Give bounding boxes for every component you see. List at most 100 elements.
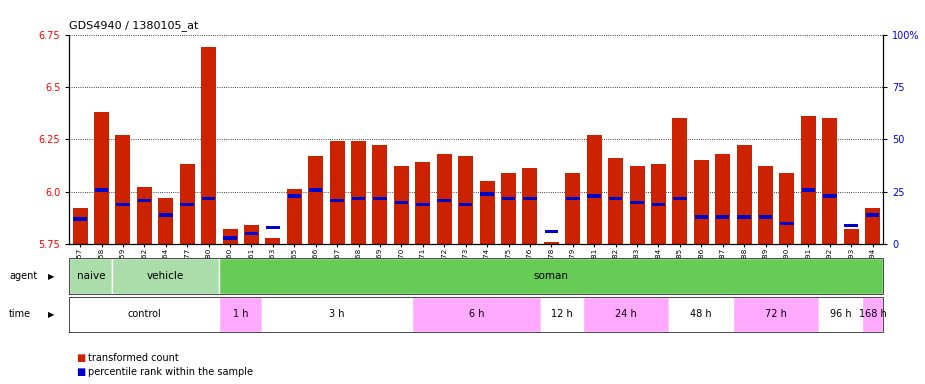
Bar bbox=[223, 229, 238, 244]
Bar bbox=[394, 166, 409, 244]
Bar bbox=[823, 194, 836, 198]
Text: ▶: ▶ bbox=[48, 310, 55, 319]
Bar bbox=[138, 199, 151, 202]
Bar bbox=[758, 166, 773, 244]
Bar bbox=[245, 232, 258, 235]
Bar bbox=[780, 222, 794, 225]
Text: ■: ■ bbox=[76, 367, 85, 377]
Bar bbox=[352, 197, 365, 200]
Bar bbox=[545, 230, 558, 233]
Bar bbox=[780, 173, 795, 244]
Bar bbox=[117, 203, 130, 206]
Bar bbox=[630, 166, 645, 244]
Text: GDS4940 / 1380105_at: GDS4940 / 1380105_at bbox=[69, 20, 199, 31]
Bar bbox=[524, 197, 536, 200]
Bar bbox=[262, 297, 413, 332]
Text: 96 h: 96 h bbox=[830, 310, 851, 319]
Bar bbox=[266, 226, 279, 229]
Bar bbox=[72, 208, 88, 244]
Bar bbox=[480, 192, 494, 196]
Bar bbox=[112, 258, 219, 294]
Bar bbox=[416, 203, 429, 206]
Bar bbox=[179, 164, 194, 244]
Bar bbox=[415, 162, 430, 244]
Bar bbox=[715, 154, 730, 244]
Bar bbox=[584, 297, 669, 332]
Bar bbox=[540, 297, 584, 332]
Bar bbox=[244, 225, 259, 244]
Bar bbox=[158, 198, 173, 244]
Bar bbox=[180, 203, 194, 206]
Text: 168 h: 168 h bbox=[858, 310, 886, 319]
Text: naive: naive bbox=[77, 271, 105, 281]
Bar bbox=[695, 215, 708, 219]
Bar bbox=[820, 297, 862, 332]
Bar bbox=[308, 156, 323, 244]
Bar bbox=[630, 201, 644, 204]
Bar bbox=[673, 197, 686, 200]
Bar bbox=[866, 213, 880, 217]
Bar bbox=[652, 203, 665, 206]
Bar bbox=[219, 258, 883, 294]
Bar bbox=[802, 188, 815, 192]
Bar bbox=[801, 116, 816, 244]
Text: 24 h: 24 h bbox=[615, 310, 637, 319]
Bar bbox=[309, 188, 323, 192]
Bar bbox=[287, 189, 302, 244]
Bar bbox=[822, 118, 837, 244]
Text: time: time bbox=[9, 310, 31, 319]
Bar bbox=[329, 141, 345, 244]
Text: 12 h: 12 h bbox=[551, 310, 573, 319]
Text: ■: ■ bbox=[76, 353, 85, 363]
Bar bbox=[413, 297, 540, 332]
Bar bbox=[458, 156, 474, 244]
Bar bbox=[523, 169, 537, 244]
Bar bbox=[459, 203, 473, 206]
Bar bbox=[844, 229, 858, 244]
Bar bbox=[438, 199, 451, 202]
Bar bbox=[116, 135, 130, 244]
Bar bbox=[865, 208, 881, 244]
Bar bbox=[544, 242, 559, 244]
Bar bbox=[479, 181, 495, 244]
Bar bbox=[734, 297, 820, 332]
Bar bbox=[69, 297, 219, 332]
Bar bbox=[223, 236, 237, 240]
Bar bbox=[566, 197, 580, 200]
Text: transformed count: transformed count bbox=[88, 353, 179, 363]
Bar bbox=[94, 188, 108, 192]
Text: 48 h: 48 h bbox=[690, 310, 712, 319]
Bar bbox=[608, 158, 623, 244]
Text: soman: soman bbox=[534, 271, 569, 281]
Bar bbox=[672, 118, 687, 244]
Bar bbox=[501, 173, 516, 244]
Bar bbox=[202, 197, 216, 200]
Text: control: control bbox=[128, 310, 161, 319]
Bar bbox=[395, 201, 408, 204]
Bar bbox=[330, 199, 344, 202]
Bar bbox=[73, 217, 87, 221]
Text: 72 h: 72 h bbox=[765, 310, 787, 319]
Text: percentile rank within the sample: percentile rank within the sample bbox=[88, 367, 253, 377]
Bar bbox=[94, 112, 109, 244]
Bar bbox=[219, 297, 262, 332]
Bar bbox=[373, 197, 387, 200]
Bar bbox=[758, 215, 772, 219]
Bar bbox=[69, 258, 112, 294]
Text: agent: agent bbox=[9, 271, 38, 281]
Bar bbox=[288, 194, 301, 198]
Bar bbox=[159, 213, 173, 217]
Bar bbox=[437, 154, 451, 244]
Text: ▶: ▶ bbox=[48, 271, 55, 281]
Bar bbox=[736, 146, 752, 244]
Bar bbox=[586, 135, 601, 244]
Bar bbox=[565, 173, 580, 244]
Bar bbox=[669, 297, 734, 332]
Bar bbox=[737, 215, 751, 219]
Bar bbox=[265, 238, 280, 244]
Bar bbox=[716, 215, 730, 219]
Bar bbox=[352, 141, 366, 244]
Text: vehicle: vehicle bbox=[147, 271, 184, 281]
Bar bbox=[501, 197, 515, 200]
Bar bbox=[651, 164, 666, 244]
